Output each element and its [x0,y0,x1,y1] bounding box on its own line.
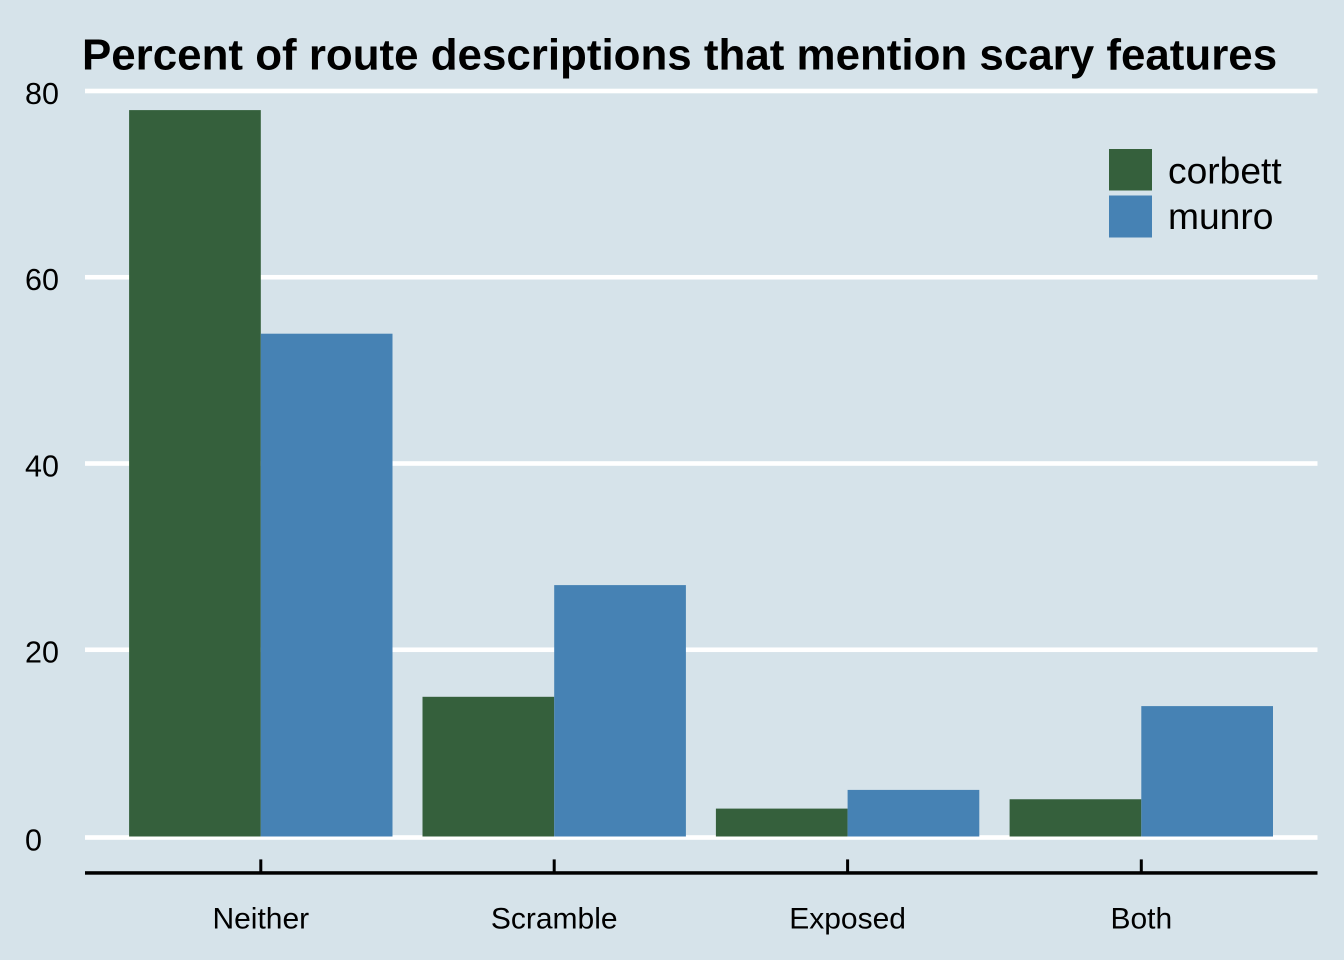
svg-text:Percent of route descriptions: Percent of route descriptions that menti… [82,31,1277,80]
svg-text:40: 40 [25,449,59,483]
svg-text:60: 60 [25,263,59,297]
svg-text:Neither: Neither [212,903,309,936]
svg-text:Scramble: Scramble [491,903,618,936]
svg-text:munro: munro [1168,195,1273,237]
svg-text:Exposed: Exposed [789,903,906,936]
svg-text:80: 80 [25,77,59,111]
svg-text:0: 0 [25,823,42,857]
svg-text:corbett: corbett [1168,150,1282,192]
svg-text:Both: Both [1110,903,1172,936]
svg-text:20: 20 [25,636,59,670]
